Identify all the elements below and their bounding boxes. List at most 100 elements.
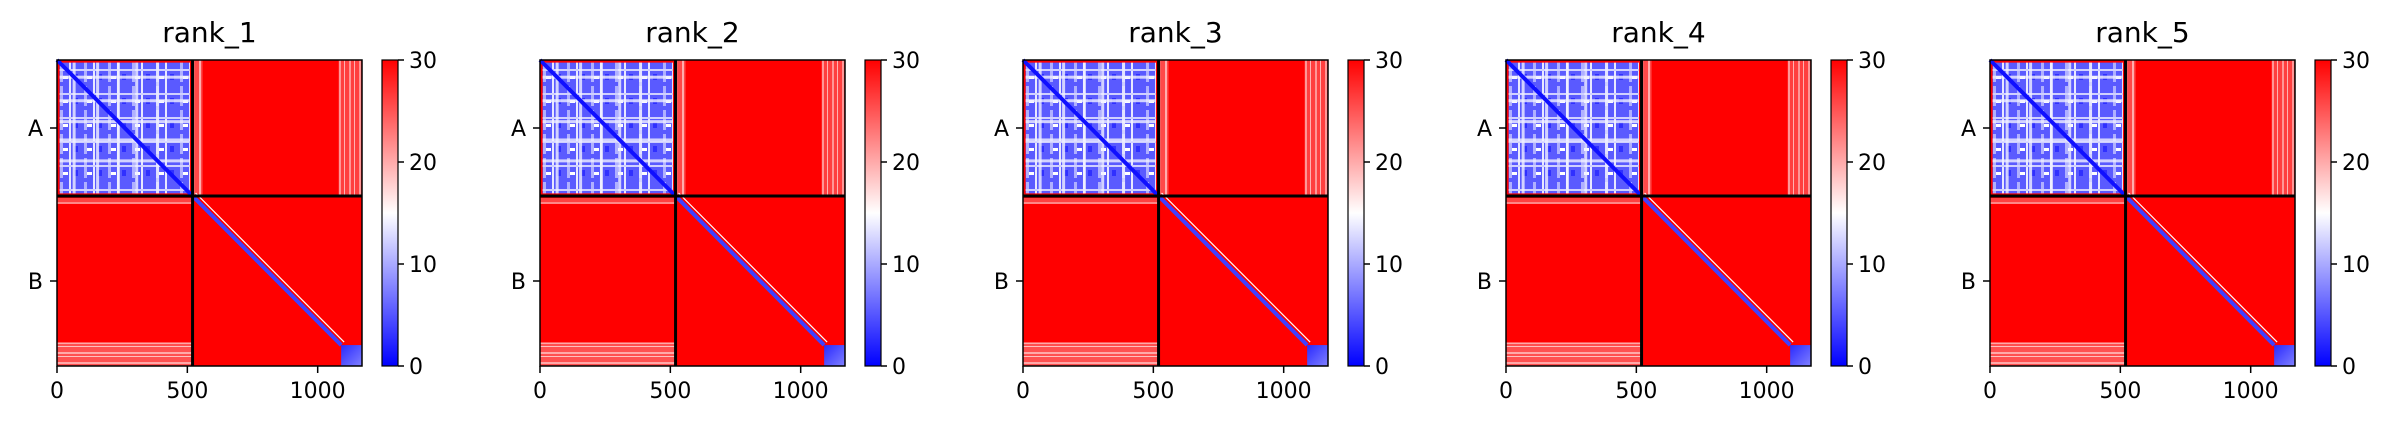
chain-label: B: [511, 270, 526, 295]
colorbar-tick-label: 30: [892, 49, 920, 74]
chain-label: B: [1961, 270, 1976, 295]
plot-frame: [1989, 59, 2296, 367]
chain-a-stripe: [1605, 62, 1609, 194]
colorbar-tick-label: 10: [892, 253, 920, 278]
colorbar-tick-label: 10: [409, 253, 437, 278]
chain-a-stripe: [1122, 62, 1126, 194]
x-tick-label: 500: [1132, 379, 1174, 404]
chain-b-terminal-block: [341, 345, 362, 366]
interface-strip: [57, 198, 193, 204]
chain-a-stripe: [555, 62, 559, 194]
chain-a-stripe: [542, 99, 673, 103]
chain-a-stripe: [59, 75, 190, 79]
chain-a-stripe: [59, 99, 190, 103]
chain-b-diagonal-halo: [1644, 192, 1794, 343]
chain-a-diagonal: [1504, 58, 1643, 198]
heatmap-panel: rank_4 0 500 1000 A B 0 10 20 30: [1477, 16, 1886, 404]
chain-a-stripe: [1992, 138, 2123, 142]
colorbar: 0 10 20 30: [1830, 49, 1886, 380]
x-tick-label: 1000: [1739, 379, 1795, 404]
colorbar-tick-label: 30: [2342, 49, 2370, 74]
colorbar-tick-label: 0: [409, 355, 423, 380]
chain-b-diagonal-halo: [1161, 192, 1311, 343]
chain-b-diagonal: [191, 194, 343, 347]
colorbar-tick-label: 10: [1375, 253, 1403, 278]
x-tick-label: 500: [649, 379, 691, 404]
colorbar-tick-label: 30: [1375, 49, 1403, 74]
interface-strip: [2127, 60, 2136, 196]
chain-a-stripe: [1584, 62, 1588, 194]
chain-b-diagonal-halo: [2128, 192, 2278, 343]
chain-a-stripe: [72, 62, 76, 194]
x-tick-label: 1000: [773, 379, 829, 404]
chain-b-tail-strip: [821, 60, 845, 196]
panel-title: rank_5: [2095, 16, 2189, 49]
chain-a-stripe: [1025, 159, 1156, 163]
x-tick-label: 0: [1499, 379, 1513, 404]
chain-a-stripe: [135, 62, 139, 194]
interface-strip: [1643, 60, 1652, 196]
x-tick-label: 500: [166, 379, 208, 404]
chain-b-terminal-block: [1307, 345, 1328, 366]
chain-a-stripe: [639, 62, 643, 194]
chain-a-diagonal: [538, 58, 677, 198]
chain-a-diagonal: [55, 58, 194, 198]
interface-strip: [677, 60, 686, 196]
chain-a-stripe: [1992, 159, 2123, 163]
chain-b-diagonal-halo: [678, 192, 828, 343]
colorbar-tick-label: 0: [1375, 355, 1389, 380]
colorbar-gradient: [381, 59, 399, 367]
chain-a-stripe: [1025, 120, 1156, 124]
chain-a-stripe: [1025, 75, 1156, 79]
chain-a-stripe: [59, 159, 190, 163]
colorbar-tick-label: 20: [2342, 151, 2370, 176]
chain-label: A: [1961, 117, 1976, 142]
chain-a-stripe: [1992, 120, 2123, 124]
colorbar: 0 10 20 30: [1347, 49, 1403, 380]
plot-frame: [56, 59, 363, 367]
chain-a-stripe: [599, 62, 603, 194]
chain-b-diagonal: [2124, 194, 2276, 347]
chain-b-terminal-block: [1790, 345, 1811, 366]
plot-frame: [539, 59, 846, 367]
chain-b-tail-strip: [1304, 60, 1328, 196]
colorbar-tick-label: 30: [1858, 49, 1886, 74]
chain-b-tail-strip: [2271, 60, 2295, 196]
interface-strip: [1023, 198, 1159, 204]
colorbar-tick-label: 0: [892, 355, 906, 380]
colorbar: 0 10 20 30: [381, 49, 437, 380]
x-tick-label: 1000: [1256, 379, 1312, 404]
interface-strip: [540, 198, 676, 204]
chain-b-tail-strip: [1990, 342, 2126, 366]
colorbar: 0 10 20 30: [864, 49, 920, 380]
chain-b-terminal-block: [2274, 345, 2295, 366]
x-tick-label: 1000: [290, 379, 346, 404]
colorbar-tick-label: 20: [409, 151, 437, 176]
colorbar: 0 10 20 30: [2314, 49, 2370, 380]
colorbar-tick-label: 30: [409, 49, 437, 74]
heatmap-panel: rank_1 0 500 1000 A B 0 10 20 30: [28, 16, 437, 404]
chain-b-terminal-block: [824, 345, 845, 366]
chain-a-stripe: [1565, 62, 1569, 194]
chain-a-stripe: [542, 138, 673, 142]
x-tick-label: 500: [1615, 379, 1657, 404]
chain-b-diagonal-halo: [195, 192, 345, 343]
chain-a-diagonal: [1988, 58, 2127, 198]
colorbar-tick-label: 20: [1375, 151, 1403, 176]
chain-label: A: [28, 117, 43, 142]
chain-a-stripe: [1082, 62, 1086, 194]
panel-title: rank_1: [162, 16, 256, 49]
chain-a-stripe: [579, 62, 583, 194]
chain-a-stripe: [1025, 138, 1156, 142]
chain-a-stripe: [1545, 62, 1549, 194]
chain-b-tail-strip: [338, 60, 362, 196]
chain-a-stripe: [1508, 138, 1639, 142]
chain-b-diagonal: [1157, 194, 1309, 347]
colorbar-tick-label: 10: [2342, 253, 2370, 278]
heatmap-panel: rank_2 0 500 1000 A B 0 10 20 30: [511, 16, 920, 404]
chain-a-stripe: [1101, 62, 1105, 194]
chain-a-stripe: [2068, 62, 2072, 194]
chain-a-stripe: [2089, 62, 2093, 194]
x-tick-label: 0: [1983, 379, 1997, 404]
